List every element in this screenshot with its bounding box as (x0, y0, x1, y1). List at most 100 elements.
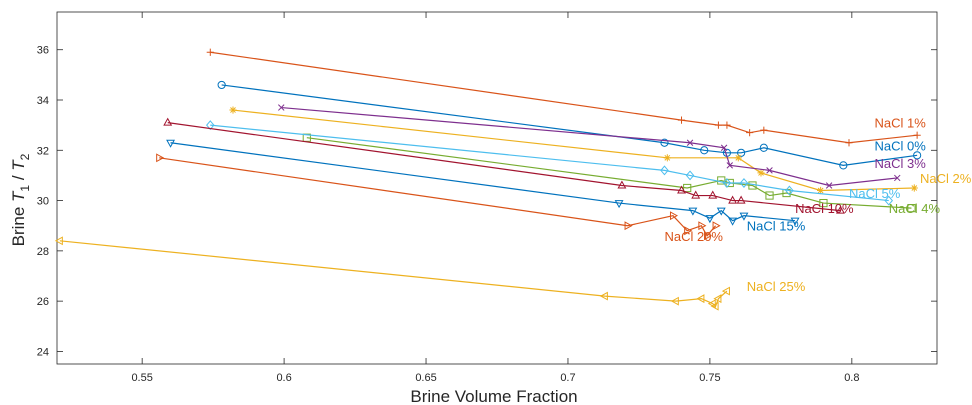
axes: 0.55 0.6 0.65 0.7 0.75 0.8 24 26 28 30 32 34 36 (37, 11, 938, 384)
data-point (660, 138, 669, 147)
data-point (894, 174, 901, 182)
data-point (716, 207, 726, 216)
data-point (765, 191, 774, 200)
data-point (206, 48, 214, 56)
series-line (210, 124, 889, 202)
data-point (708, 190, 718, 199)
series-nacl-25 (54, 236, 730, 311)
data-point (746, 129, 754, 137)
data-point (825, 182, 833, 189)
data-point (278, 104, 285, 111)
data-point (669, 211, 679, 221)
series-label-nacl-0: NaCl 0% (875, 138, 927, 153)
data-point (728, 195, 738, 204)
data-point (759, 143, 768, 152)
x-axis-label: Brine Volume Fraction (410, 387, 577, 405)
data-point (819, 198, 828, 208)
data-point (206, 120, 215, 131)
data-point (670, 296, 679, 306)
data-point (913, 151, 922, 160)
data-point (721, 286, 730, 296)
data-point (686, 139, 694, 146)
y-axis-label-sub2: 2 (18, 153, 32, 160)
x-tick-label: 0.75 (699, 372, 720, 384)
x-tick-label: 0.65 (415, 372, 436, 384)
data-point (737, 148, 746, 157)
series-nacl-1 (206, 48, 921, 147)
data-point (688, 207, 698, 216)
series-label-nacl-4: NaCl 4% (889, 201, 941, 216)
data-point (663, 154, 671, 162)
data-point (734, 154, 742, 162)
data-point (723, 121, 731, 129)
data-point (617, 180, 627, 189)
data-point (624, 221, 633, 231)
y-tick-label: 32 (37, 145, 49, 157)
y-tick-label: 34 (37, 95, 49, 107)
data-point (736, 195, 746, 204)
series-label-nacl-20: NaCl 20% (664, 229, 723, 244)
data-point (163, 117, 173, 126)
series-label-nacl-5: NaCl 5% (849, 186, 901, 201)
data-point (677, 116, 686, 124)
y-tick-label: 30 (37, 196, 49, 208)
data-point (913, 131, 921, 139)
data-point (696, 294, 705, 304)
y-axis-label-t2: T (9, 159, 28, 171)
data-point (910, 184, 918, 192)
data-point (726, 162, 734, 169)
data-point (728, 217, 738, 226)
data-point (683, 183, 692, 193)
data-point (705, 215, 715, 224)
series-nacl-3 (278, 104, 901, 189)
data-point (907, 204, 916, 213)
y-axis-label: Brine T1 / T2 (9, 153, 32, 246)
data-point (760, 126, 768, 134)
series-group (54, 48, 922, 311)
series-labels: NaCl 0%NaCl 1%NaCl 2%NaCl 3%NaCl 4%NaCl … (664, 116, 971, 294)
data-point (229, 106, 237, 114)
y-tick-label: 26 (37, 296, 49, 308)
data-point (817, 186, 825, 195)
x-tick-label: 0.7 (560, 372, 575, 384)
series-line (59, 240, 728, 308)
series-label-nacl-15: NaCl 15% (747, 219, 806, 234)
series-label-nacl-3: NaCl 3% (875, 156, 927, 171)
data-point (614, 200, 624, 209)
plot-area-frame (56, 11, 938, 365)
data-point (704, 231, 713, 241)
data-point (839, 161, 848, 170)
data-point (156, 153, 165, 163)
data-point (685, 170, 695, 181)
data-point (166, 139, 175, 148)
y-axis-label-sep: / (9, 171, 28, 185)
data-point (712, 221, 721, 231)
data-point (739, 212, 749, 221)
series-line (210, 51, 918, 144)
data-point (660, 165, 669, 176)
y-tick-label: 24 (37, 346, 49, 358)
y-tick-label: 28 (37, 246, 49, 258)
series-nacl-10 (163, 117, 845, 214)
data-point (700, 146, 709, 155)
series-label-nacl-2: NaCl 2% (920, 171, 972, 186)
data-point (739, 178, 749, 188)
series-line (221, 84, 918, 166)
series-nacl-5 (206, 120, 894, 206)
data-point (836, 205, 845, 214)
y-axis-label-t1: T (9, 190, 28, 202)
data-point (713, 294, 722, 304)
y-tick-label: 36 (37, 45, 49, 57)
series-nacl-0 (217, 80, 922, 170)
series-line (232, 109, 915, 192)
series-nacl-4 (302, 133, 916, 213)
x-tick-label: 0.55 (131, 372, 152, 384)
series-nacl-2 (229, 106, 918, 195)
data-point (722, 178, 732, 188)
series-line (170, 142, 796, 222)
data-point (757, 169, 765, 177)
series-label-nacl-1: NaCl 1% (875, 116, 927, 131)
data-point (785, 185, 794, 196)
